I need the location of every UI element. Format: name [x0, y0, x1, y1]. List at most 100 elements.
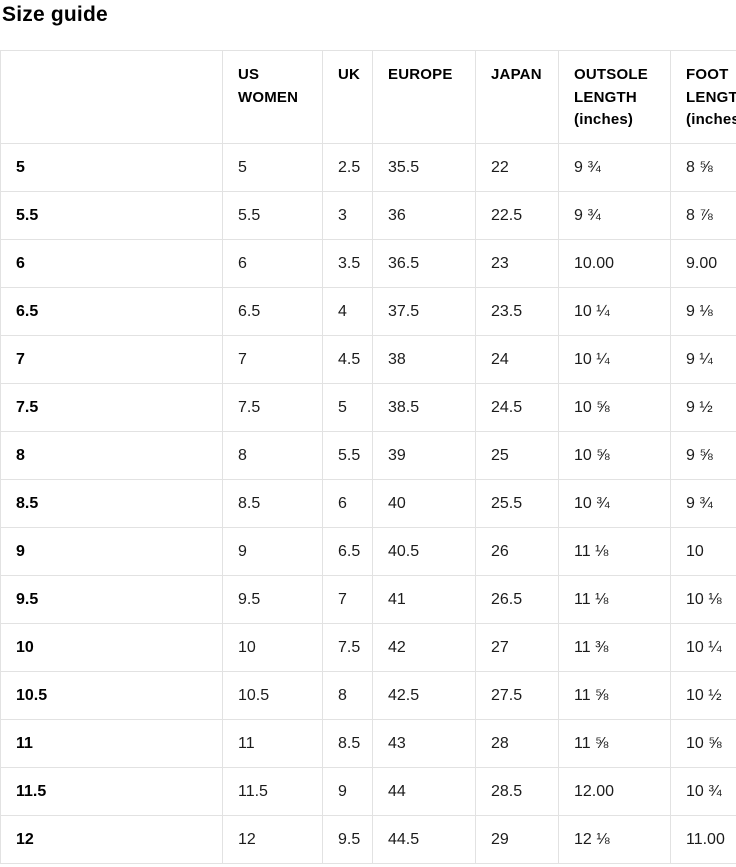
- table-cell: 8: [222, 431, 323, 480]
- table-cell: 10 ⅝: [558, 431, 671, 480]
- table-cell: 10.5: [0, 671, 223, 720]
- header-cell: JAPAN: [475, 50, 559, 144]
- table-cell: 6: [322, 479, 373, 528]
- table-cell: 11.5: [222, 767, 323, 816]
- table-cell: 10 ¼: [670, 623, 736, 672]
- table-cell: 8.5: [222, 479, 323, 528]
- table-cell: 7: [222, 335, 323, 384]
- table-cell: 10: [222, 623, 323, 672]
- table-cell: 11 ⅝: [558, 671, 671, 720]
- table-cell: 36.5: [372, 239, 476, 288]
- table-cell: 9: [0, 527, 223, 576]
- size-guide-table: US WOMEN UK EUROPE JAPAN OUTSOLE LENGTH (inc…: [0, 50, 736, 864]
- table-cell: 39: [372, 431, 476, 480]
- table-cell: 9 ¼: [670, 335, 736, 384]
- table-cell: 8 ⅞: [670, 191, 736, 240]
- table-cell: 2.5: [322, 143, 373, 192]
- header-cell: EUROPE: [372, 50, 476, 144]
- table-cell: 25.5: [475, 479, 559, 528]
- table-cell: 5.5: [0, 191, 223, 240]
- table-cell: 10: [670, 527, 736, 576]
- table-cell: 11 ⅝: [558, 719, 671, 768]
- table-cell: 5.5: [322, 431, 373, 480]
- table-cell: 25: [475, 431, 559, 480]
- table-cell: 6: [222, 239, 323, 288]
- header-cell: [0, 50, 223, 144]
- table-cell: 28.5: [475, 767, 559, 816]
- table-cell: 6.5: [222, 287, 323, 336]
- table-cell: 9: [322, 767, 373, 816]
- table-row: 10 10 7.5 42 27 11 ⅜ 10 ¼: [0, 623, 736, 672]
- table-cell: 6.5: [322, 527, 373, 576]
- table-cell: 40: [372, 479, 476, 528]
- table-cell: 22: [475, 143, 559, 192]
- table-cell: 8 ⅝: [670, 143, 736, 192]
- table-cell: 41: [372, 575, 476, 624]
- table-cell: 4.5: [322, 335, 373, 384]
- table-row: 9 9 6.5 40.5 26 11 ⅛ 10: [0, 527, 736, 576]
- table-cell: 26.5: [475, 575, 559, 624]
- table-cell: 10 ¼: [558, 335, 671, 384]
- table-cell: 5: [322, 383, 373, 432]
- header-cell: UK: [322, 50, 373, 144]
- table-cell: 43: [372, 719, 476, 768]
- table-cell: 44: [372, 767, 476, 816]
- header-cell: FOOT LENGTH (inches): [670, 50, 736, 144]
- table-cell: 7: [0, 335, 223, 384]
- table-cell: 11.00: [670, 815, 736, 864]
- table-cell: 27: [475, 623, 559, 672]
- table-cell: 8: [322, 671, 373, 720]
- table-cell: 11.5: [0, 767, 223, 816]
- table-cell: 11 ⅛: [558, 527, 671, 576]
- table-cell: 8.5: [322, 719, 373, 768]
- table-cell: 8: [0, 431, 223, 480]
- table-cell: 5: [222, 143, 323, 192]
- page-title: Size guide: [2, 3, 108, 26]
- table-cell: 9 ¾: [558, 191, 671, 240]
- table-cell: 11 ⅛: [558, 575, 671, 624]
- table-cell: 10 ¾: [670, 767, 736, 816]
- table-cell: 9 ¾: [670, 479, 736, 528]
- table-cell: 40.5: [372, 527, 476, 576]
- table-cell: 26: [475, 527, 559, 576]
- table-cell: 9.5: [222, 575, 323, 624]
- table-cell: 9.5: [0, 575, 223, 624]
- table-cell: 3.5: [322, 239, 373, 288]
- table-cell: 12 ⅛: [558, 815, 671, 864]
- header-cell: US WOMEN: [222, 50, 323, 144]
- table-cell: 23: [475, 239, 559, 288]
- table-cell: 9 ⅛: [670, 287, 736, 336]
- table-cell: 29: [475, 815, 559, 864]
- table-cell: 11: [222, 719, 323, 768]
- table-cell: 38.5: [372, 383, 476, 432]
- table-cell: 10.5: [222, 671, 323, 720]
- size-guide-table-container: US WOMEN UK EUROPE JAPAN OUTSOLE LENGTH (inc…: [0, 50, 736, 864]
- table-cell: 9 ¾: [558, 143, 671, 192]
- table-cell: 3: [322, 191, 373, 240]
- table-cell: 7.5: [0, 383, 223, 432]
- table-cell: 10 ⅛: [670, 575, 736, 624]
- table-cell: 10 ⅝: [558, 383, 671, 432]
- table-cell: 5: [0, 143, 223, 192]
- table-cell: 28: [475, 719, 559, 768]
- table-cell: 27.5: [475, 671, 559, 720]
- table-cell: 36: [372, 191, 476, 240]
- table-cell: 35.5: [372, 143, 476, 192]
- table-cell: 9 ½: [670, 383, 736, 432]
- table-cell: 7.5: [322, 623, 373, 672]
- table-cell: 10 ¾: [558, 479, 671, 528]
- table-cell: 6: [0, 239, 223, 288]
- table-row: 11.5 11.5 9 44 28.5 12.00 10 ¾: [0, 767, 736, 816]
- table-cell: 12: [222, 815, 323, 864]
- table-cell: 8.5: [0, 479, 223, 528]
- table-cell: 7.5: [222, 383, 323, 432]
- table-cell: 10 ¼: [558, 287, 671, 336]
- table-cell: 24.5: [475, 383, 559, 432]
